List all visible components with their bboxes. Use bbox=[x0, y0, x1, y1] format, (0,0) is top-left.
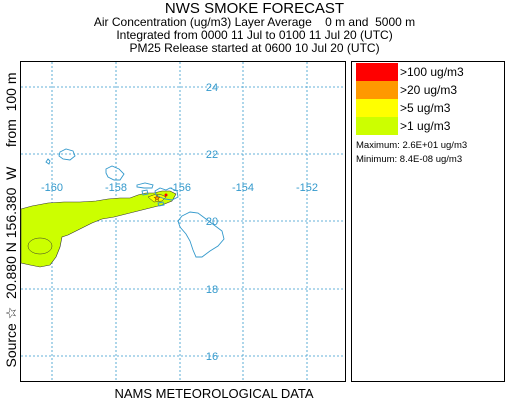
island-molokai bbox=[136, 182, 154, 189]
smoke-plume-100 bbox=[164, 193, 168, 197]
island-maui bbox=[154, 187, 179, 201]
lon-label-160: -160 bbox=[41, 182, 63, 194]
subtitle-release: PM25 Release started at 0600 10 Jul 20 (… bbox=[129, 41, 380, 55]
lat-label-20: 20 bbox=[206, 216, 218, 228]
legend-maximum: Maximum: 2.6E+01 ug/m3 bbox=[356, 140, 468, 151]
lat-label-22: 22 bbox=[206, 149, 218, 161]
legend-swatch-lime bbox=[356, 117, 398, 135]
legend-panel: >100 ug/m3 >20 ug/m3 >5 ug/m3 >1 ug/m3 M… bbox=[351, 61, 505, 382]
legend-label: >100 ug/m3 bbox=[400, 65, 464, 79]
lat-label-16: 16 bbox=[206, 351, 218, 363]
longitude-grid bbox=[51, 62, 308, 381]
island-hawaii bbox=[177, 211, 225, 258]
legend-label: >5 ug/m3 bbox=[400, 101, 451, 115]
lat-label-18: 18 bbox=[206, 284, 218, 296]
smoke-map: ☆ 24 22 20 18 16 -160 -158 -156 -154 -15… bbox=[20, 61, 346, 382]
legend-swatch-yellow bbox=[356, 99, 398, 117]
lon-label-152: -152 bbox=[296, 182, 318, 194]
subtitle-integration: Integrated from 0000 11 Jul to 0100 11 J… bbox=[116, 28, 393, 42]
smoke-plume-patch bbox=[27, 237, 53, 255]
island-kahoolawe bbox=[157, 201, 165, 207]
island-kauai bbox=[58, 148, 76, 161]
legend-minimum: Minimum: 8.4E-08 ug/m3 bbox=[356, 154, 463, 165]
smoke-plume-20 bbox=[154, 195, 160, 201]
legend-label: >1 ug/m3 bbox=[400, 119, 451, 133]
source-marker-icon: ☆ bbox=[153, 193, 161, 203]
smoke-plume-1 bbox=[20, 190, 177, 268]
legend-swatch-red bbox=[356, 63, 398, 81]
coastlines bbox=[45, 148, 225, 258]
legend-swatch-orange bbox=[356, 81, 398, 99]
legend-label: >20 ug/m3 bbox=[400, 83, 458, 97]
latitude-grid bbox=[21, 86, 345, 357]
lon-label-156: -156 bbox=[169, 182, 191, 194]
island-niihau bbox=[45, 158, 51, 165]
source-location-label: Source ☆ 20.880 N 156.380 W from 100 m bbox=[3, 72, 19, 368]
island-oahu bbox=[105, 165, 125, 181]
map-title: NWS SMOKE FORECAST bbox=[164, 0, 345, 17]
island-lanai bbox=[141, 189, 149, 196]
lon-label-154: -154 bbox=[232, 182, 254, 194]
lon-label-158: -158 bbox=[105, 182, 127, 194]
met-data-footer: NAMS METEOROLOGICAL DATA bbox=[114, 386, 314, 401]
subtitle-concentration: Air Concentration (ug/m3) Layer Average … bbox=[93, 15, 416, 29]
lat-label-24: 24 bbox=[206, 82, 218, 94]
